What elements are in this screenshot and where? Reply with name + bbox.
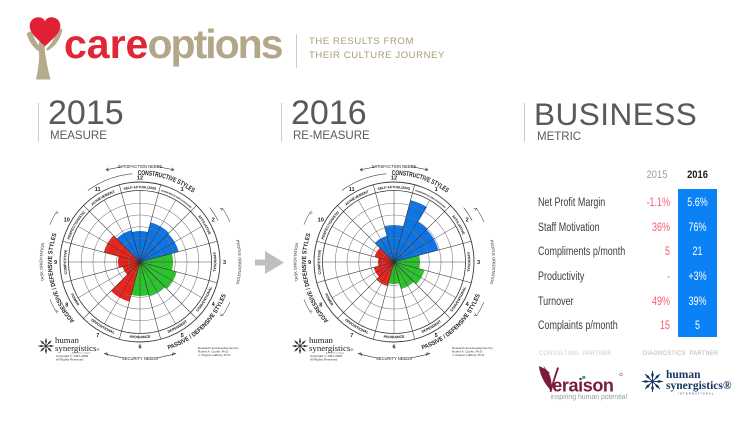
svg-text:inspiring human potential: inspiring human potential xyxy=(551,394,628,401)
svg-text:11: 11 xyxy=(349,187,355,193)
svg-text:PEOPLE ORIENTATION: PEOPLE ORIENTATION xyxy=(235,239,242,285)
svg-text:1: 1 xyxy=(181,187,184,193)
svg-text:All Rights Reserved: All Rights Reserved xyxy=(56,357,83,361)
svg-text:synergistics®: synergistics® xyxy=(666,380,732,392)
svg-text:9: 9 xyxy=(308,260,311,266)
svg-text:SELF-ACTUALIZING: SELF-ACTUALIZING xyxy=(377,185,411,191)
svg-text:SELF-ACTUALIZING: SELF-ACTUALIZING xyxy=(123,185,157,191)
svg-text:8: 8 xyxy=(65,302,68,308)
svg-text:APPROVAL: APPROVAL xyxy=(466,252,471,273)
svg-text:PEOPLE ORIENTATION: PEOPLE ORIENTATION xyxy=(489,239,496,285)
svg-text:Copyright © 1997-2009: Copyright © 1997-2009 xyxy=(56,354,88,358)
svg-text:10: 10 xyxy=(64,218,70,224)
svg-text:POWER: POWER xyxy=(324,293,334,307)
svg-text:J. Clayton Lafferty, Ph.D.: J. Clayton Lafferty, Ph.D. xyxy=(198,353,231,357)
svg-text:12: 12 xyxy=(391,176,397,182)
svg-text:Research and development by: Research and development by xyxy=(452,346,493,350)
svg-text:human: human xyxy=(309,335,334,345)
svg-text:SATISFACTION NEEDS: SATISFACTION NEEDS xyxy=(118,164,163,169)
svg-text:SECURITY NEEDS: SECURITY NEEDS xyxy=(122,356,158,361)
svg-text:A Member Company: A Member Company xyxy=(72,352,90,355)
svg-text:4: 4 xyxy=(212,302,216,308)
svg-text:INTERNATIONAL: INTERNATIONAL xyxy=(678,392,714,396)
svg-text:2: 2 xyxy=(466,218,469,224)
svg-text:Robert A. Cooke, Ph.D.: Robert A. Cooke, Ph.D. xyxy=(452,350,483,354)
svg-text:10: 10 xyxy=(318,218,324,224)
svg-text:APPROVAL: APPROVAL xyxy=(212,252,217,273)
svg-text:synergistics®: synergistics® xyxy=(55,343,99,353)
svg-text:4: 4 xyxy=(466,302,470,308)
svg-text:COMPETITIVE: COMPETITIVE xyxy=(63,249,68,275)
svg-text:COMPETITIVE: COMPETITIVE xyxy=(317,249,322,275)
svg-text:human: human xyxy=(666,369,701,381)
svg-text:AVOIDANCE: AVOIDANCE xyxy=(129,335,151,340)
svg-text:5: 5 xyxy=(435,333,438,339)
svg-text:8: 8 xyxy=(319,302,322,308)
svg-text:5: 5 xyxy=(181,333,184,339)
svg-text:AVOIDANCE: AVOIDANCE xyxy=(383,335,405,340)
svg-text:SATISFACTION NEEDS: SATISFACTION NEEDS xyxy=(372,164,417,169)
svg-text:SECURITY NEEDS: SECURITY NEEDS xyxy=(376,356,412,361)
svg-text:options: options xyxy=(148,21,283,67)
svg-text:3: 3 xyxy=(223,260,226,266)
svg-text:Robert A. Cooke, Ph.D.: Robert A. Cooke, Ph.D. xyxy=(198,350,229,354)
svg-text:9: 9 xyxy=(54,260,57,266)
svg-text:6: 6 xyxy=(138,345,141,351)
svg-text:eraison: eraison xyxy=(552,376,613,396)
svg-text:All Rights Reserved: All Rights Reserved xyxy=(310,357,337,361)
svg-text:human: human xyxy=(55,335,80,345)
svg-text:11: 11 xyxy=(95,187,101,193)
svg-text:1: 1 xyxy=(435,187,438,193)
svg-text:3: 3 xyxy=(477,260,480,266)
svg-text:A Member Company: A Member Company xyxy=(326,352,344,355)
svg-text:6: 6 xyxy=(392,345,395,351)
svg-text:J. Clayton Lafferty, Ph.D.: J. Clayton Lafferty, Ph.D. xyxy=(452,353,485,357)
svg-text:7: 7 xyxy=(350,333,353,339)
svg-text:TASK ORIENTATION: TASK ORIENTATION xyxy=(292,242,299,281)
svg-text:Copyright © 1997-2009: Copyright © 1997-2009 xyxy=(310,354,342,358)
svg-text:7: 7 xyxy=(96,333,99,339)
svg-text:2: 2 xyxy=(212,218,215,224)
svg-text:POWER: POWER xyxy=(70,293,80,307)
svg-text:12: 12 xyxy=(137,176,143,182)
svg-text:synergistics®: synergistics® xyxy=(309,343,353,353)
svg-text:Research and development by: Research and development by xyxy=(198,346,239,350)
svg-text:TASK ORIENTATION: TASK ORIENTATION xyxy=(38,242,45,281)
svg-text:care: care xyxy=(64,21,148,67)
